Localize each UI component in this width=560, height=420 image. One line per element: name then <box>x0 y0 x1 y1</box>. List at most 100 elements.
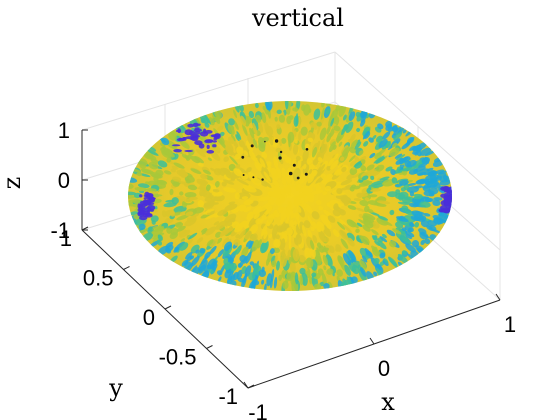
surface-patch <box>179 229 191 238</box>
surface-patch <box>287 249 292 257</box>
surface-patch <box>139 173 151 178</box>
surface-patch <box>401 205 409 212</box>
surface-patch <box>370 175 375 181</box>
surface-patch <box>179 191 184 196</box>
surface-patch <box>169 188 174 196</box>
y-tick-label: 0.5 <box>83 266 114 291</box>
surface-patch <box>222 179 235 185</box>
surface-patch <box>392 125 398 131</box>
surface-patch <box>258 122 264 133</box>
surface-patch <box>311 170 317 177</box>
surface-patch <box>402 166 412 172</box>
surface-patch <box>173 149 182 153</box>
surface-patch <box>233 249 238 256</box>
surface-patch <box>295 184 302 191</box>
surface-patch <box>249 240 254 249</box>
surface-patch <box>224 203 238 211</box>
surface-patch <box>153 176 159 182</box>
surface-patch <box>185 154 192 161</box>
surface-patch <box>238 220 247 229</box>
surface-speck <box>296 176 300 180</box>
surface-patch <box>227 221 233 227</box>
surface-patch <box>281 137 287 144</box>
surface-patch <box>398 191 409 199</box>
surface-patch <box>377 240 387 250</box>
surface-patch <box>409 222 414 227</box>
surface-patch <box>376 135 383 143</box>
surface-patch <box>381 233 387 239</box>
surface-patch <box>199 247 206 254</box>
surface-patch <box>258 196 271 202</box>
surface-patch <box>261 165 270 177</box>
surface-patch <box>210 210 215 214</box>
surface-patch <box>280 159 284 165</box>
surface-patch <box>330 117 335 127</box>
surface-patch <box>302 163 307 170</box>
surface-patch <box>208 133 213 139</box>
surface-patch <box>381 141 391 150</box>
surface-patch <box>170 227 179 236</box>
surface-patch <box>382 259 389 267</box>
surface-patch <box>332 229 340 238</box>
surface-patch <box>210 167 216 172</box>
surface-patch <box>339 229 349 241</box>
surface-patch <box>373 271 378 277</box>
surface-patch <box>271 260 277 267</box>
surface-patch <box>326 268 334 275</box>
surface-patch <box>420 147 432 156</box>
surface-patch <box>292 125 295 134</box>
surface-patch <box>338 104 347 117</box>
surface-patch <box>228 136 235 144</box>
surface-patch <box>305 257 314 269</box>
surface-patch <box>330 159 339 170</box>
surface-patch <box>372 249 380 257</box>
surface-patch <box>411 210 423 217</box>
surface-patch <box>361 175 369 181</box>
surface-patch <box>168 132 177 141</box>
surface-patch <box>262 105 266 111</box>
surface-patch <box>318 230 327 243</box>
surface-patch <box>278 274 283 281</box>
surface-patch <box>358 150 364 156</box>
surface-patch <box>216 237 223 244</box>
surface-patch <box>233 168 243 177</box>
surface-patch <box>268 233 273 239</box>
surface-patch <box>224 263 231 270</box>
surface-speck <box>241 155 245 159</box>
surface-patch <box>173 247 180 253</box>
surface-patch <box>249 127 255 139</box>
y-tick-mark <box>81 226 89 231</box>
surface-patch <box>212 188 220 193</box>
surface-patch <box>198 264 207 274</box>
surface-patch <box>226 145 236 157</box>
surface-patch <box>235 134 240 142</box>
surface-patch <box>204 213 217 220</box>
surface-patch <box>299 275 304 286</box>
surface-patch <box>374 240 381 247</box>
surface-patch <box>348 155 356 163</box>
surface-patch <box>350 139 358 149</box>
surface-patch <box>139 227 150 234</box>
surface-patch <box>360 267 367 277</box>
surface-patch <box>414 222 420 228</box>
surface-patch <box>134 187 147 192</box>
surface-patch <box>258 142 266 152</box>
surface-patch <box>339 156 345 162</box>
surface-patch <box>312 235 318 244</box>
surface-patch <box>422 184 431 192</box>
surface-patch <box>184 261 192 269</box>
surface-patch <box>388 256 398 267</box>
surface-patch <box>200 255 209 265</box>
surface-patch <box>385 120 393 128</box>
surface-patch <box>184 149 194 153</box>
surface-patch <box>356 192 364 199</box>
surface-patch <box>172 181 180 187</box>
surface-patch <box>294 272 299 285</box>
surface-patch <box>347 205 357 210</box>
surface-patch <box>353 155 360 162</box>
surface-patch <box>341 197 352 205</box>
surface-patch <box>354 141 362 151</box>
surface-patch <box>271 269 275 282</box>
surface-patch <box>293 130 297 137</box>
surface-patch <box>173 211 182 216</box>
